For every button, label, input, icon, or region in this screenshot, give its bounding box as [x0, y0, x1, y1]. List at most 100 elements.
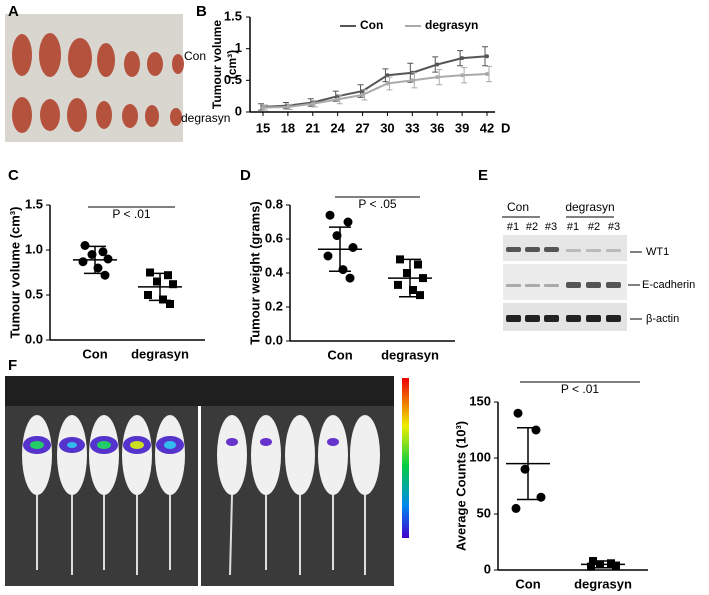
point [410, 78, 415, 83]
point [385, 73, 390, 78]
x-tick-label: degrasyn [381, 347, 439, 362]
x-tick-label: degrasyn [574, 576, 632, 591]
x-tick-label: 15 [256, 120, 270, 135]
p-value: P < .01 [561, 382, 599, 396]
sd-bar [149, 272, 171, 302]
point [394, 280, 402, 289]
lane-label: #2 [526, 221, 538, 233]
sd-bar [517, 427, 539, 501]
y-axis-label: Average Counts (10³) [453, 421, 468, 551]
error-bar [336, 94, 343, 105]
p-value: P < .01 [112, 207, 150, 221]
x-tick-label: degrasyn [131, 346, 189, 361]
blot-group: Con [507, 200, 529, 214]
point [98, 247, 108, 257]
point [513, 408, 523, 418]
point [460, 56, 465, 61]
x-tick-label: 39 [455, 120, 469, 135]
x-tick-label: 42 [480, 120, 494, 135]
y-tick-label: 0.2 [265, 298, 283, 313]
y-tick-label: 150 [469, 393, 491, 408]
y-axis-label: Tumour volume [210, 20, 224, 109]
point [587, 562, 595, 571]
error-bar [432, 56, 439, 73]
y-tick-label: 100 [469, 449, 491, 464]
x-tick-label: 30 [380, 120, 394, 135]
sd-bar [84, 245, 106, 275]
x-tick-label: 18 [281, 120, 295, 135]
y-tick-label: 0.0 [265, 332, 283, 347]
point [511, 503, 521, 513]
p-value: P < .05 [358, 197, 396, 211]
y-tick-label: 1.0 [25, 241, 43, 256]
point [144, 291, 152, 299]
point [343, 217, 353, 227]
point [166, 300, 174, 308]
point [531, 425, 541, 435]
y-tick-label: 1.5 [25, 196, 43, 211]
sd-bar [399, 258, 421, 298]
panel-label: E [478, 167, 488, 184]
panel-label: B [196, 3, 207, 20]
point [345, 273, 355, 283]
point [80, 241, 90, 250]
point [385, 81, 390, 86]
y-tick-label: 0.8 [265, 196, 283, 211]
point [169, 280, 177, 289]
point [325, 210, 335, 220]
imaging-photo [5, 376, 409, 586]
y-tick-label: 1 [235, 40, 242, 55]
y-tick-label: 0.5 [25, 286, 43, 301]
y-axis-label: (cm³) [225, 50, 239, 79]
x-tick-label: Con [327, 347, 352, 362]
point [485, 72, 489, 76]
point [78, 257, 88, 267]
y-tick-label: 0.5 [224, 72, 242, 87]
point [159, 295, 167, 304]
tumour-photo: Con degrasyn [5, 14, 230, 142]
point [103, 254, 113, 264]
lane-label: #1 [507, 221, 519, 233]
sd-bar [592, 560, 614, 569]
point [285, 104, 290, 109]
point [409, 286, 417, 294]
point [607, 559, 615, 568]
y-tick-label: 0.0 [25, 331, 43, 346]
point [310, 101, 315, 106]
panel-label: C [8, 167, 19, 184]
lane-label: #3 [608, 221, 620, 233]
point [360, 92, 365, 97]
y-axis-label: Tumour weight (grams) [247, 201, 262, 344]
sd-bar [329, 226, 351, 273]
y-tick-label: 0 [235, 103, 242, 118]
band-label: WT1 [646, 246, 669, 258]
y-tick-label: 0.4 [265, 264, 284, 279]
x-tick-label: 27 [355, 120, 369, 135]
error-bar [311, 100, 318, 108]
panel-label: A [8, 3, 19, 20]
point [146, 268, 154, 277]
photo-label: degrasyn [181, 111, 230, 125]
point [403, 269, 411, 277]
legend-label: degrasyn [425, 18, 478, 32]
lane-label: #3 [545, 221, 557, 233]
legend-label: Con [360, 18, 383, 32]
point [435, 62, 440, 67]
error-bar [361, 89, 368, 101]
point [536, 492, 546, 502]
point [612, 561, 620, 570]
western-blot: Con degrasyn #1 #2 #3 #1 #2 #3 WT1 E-cad… [502, 200, 695, 331]
x-tick-label: 21 [306, 120, 320, 135]
point [261, 105, 265, 110]
y-tick-label: 0 [484, 561, 491, 576]
x-tick-label: 24 [330, 120, 345, 135]
x-tick-label: 33 [405, 120, 419, 135]
error-bar [457, 50, 464, 67]
y-tick-label: 1.5 [224, 8, 242, 23]
point [414, 260, 422, 269]
x-axis-label: D [501, 120, 510, 135]
x-tick-label: Con [515, 576, 540, 591]
band-label: E-cadherin [642, 279, 695, 291]
y-tick-label: 50 [477, 505, 491, 520]
